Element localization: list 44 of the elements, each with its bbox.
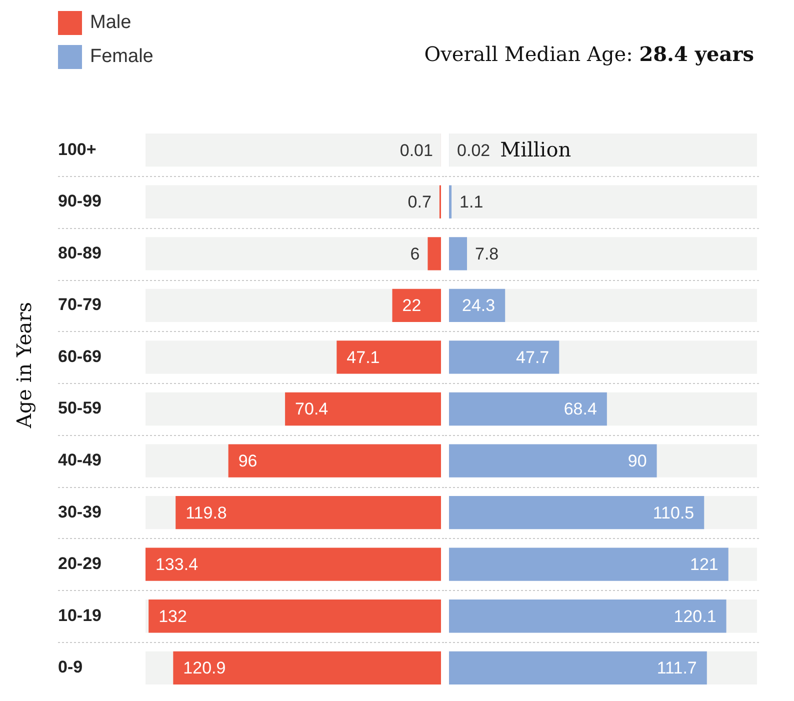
- annotation: Million: [500, 137, 572, 162]
- text: Overall Median Age: 28.4 years: [424, 42, 754, 66]
- y-tick-label: 80-89: [58, 243, 102, 262]
- y-tick-label: 100+: [58, 140, 96, 159]
- data-label: 0.7: [408, 192, 432, 212]
- y-tick-label: 20-29: [58, 554, 102, 574]
- data-label: 24.3: [462, 296, 496, 316]
- data-label: 22: [402, 296, 422, 316]
- data-label: 96: [238, 451, 258, 470]
- y-tick-label: 90-99: [58, 192, 102, 211]
- y-axis-title: Age in Years: [12, 302, 36, 428]
- data-label: 47.1: [346, 348, 380, 367]
- y-tick-label: 60-69: [58, 346, 102, 366]
- data-label: 7.8: [475, 244, 499, 264]
- data-label: 111.7: [656, 658, 697, 678]
- data-label: 132: [158, 606, 187, 626]
- data-label: 47.7: [516, 348, 550, 367]
- data-label: 90: [628, 451, 647, 470]
- data-label: 110.5: [652, 503, 694, 522]
- bar: [449, 288, 506, 322]
- data-label: 120.1: [674, 606, 716, 626]
- data-label: 1.1: [460, 192, 484, 212]
- data-label: 0.02: [457, 140, 490, 160]
- data-label: 70.4: [295, 400, 328, 419]
- y-tick-label: 70-79: [58, 295, 102, 314]
- y-tick-label: 10-19: [58, 606, 102, 625]
- data-label: 6: [410, 244, 420, 264]
- bar: [449, 237, 468, 270]
- y-tick-label: 40-49: [58, 450, 102, 470]
- y-tick-label: 0-9: [58, 658, 83, 677]
- legend-label: Female: [90, 46, 154, 68]
- bar: [392, 288, 441, 322]
- data-label: 68.4: [564, 400, 597, 419]
- data-label: 0.01: [400, 140, 433, 160]
- y-tick-label: 30-39: [58, 502, 102, 522]
- bar: [428, 237, 441, 270]
- data-label: 120.9: [183, 658, 226, 678]
- bar: [148, 600, 441, 633]
- data-label: 119.8: [186, 503, 227, 522]
- legend-label: Male: [90, 12, 132, 34]
- y-tick-label: 50-59: [58, 398, 102, 418]
- data-label: 121: [690, 555, 718, 574]
- data-label: 133.4: [155, 555, 198, 574]
- bar: [449, 185, 452, 218]
